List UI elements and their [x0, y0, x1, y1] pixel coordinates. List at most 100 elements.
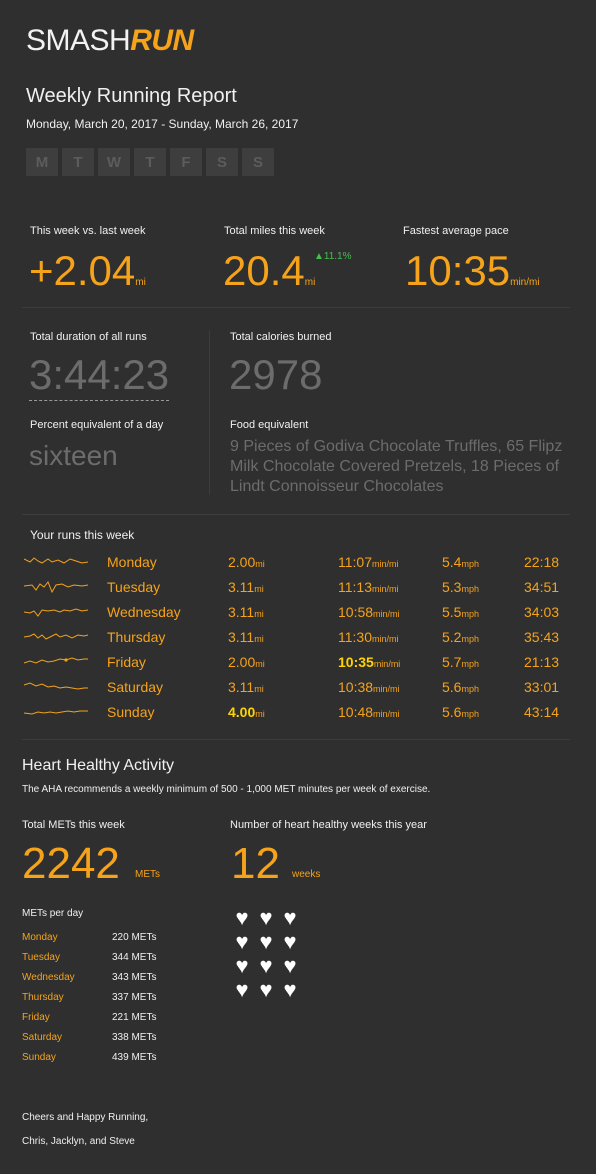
run-pace-value: 10:58 [338, 604, 374, 620]
run-time: 21:13 [524, 654, 560, 670]
mets-row: Wednesday 343 METs [22, 972, 222, 992]
smashrun-logo[interactable]: SMASHRUN [26, 24, 194, 58]
mets-day: Sunday [22, 1052, 56, 1063]
weekday-indicators: M T W T F S S [26, 148, 274, 176]
pace-sparkline [24, 657, 88, 664]
run-distance-value: 3.11 [228, 629, 255, 645]
calories-value: 2978 [229, 351, 323, 398]
fastest-pace-value: 10:35min/mi [405, 250, 540, 304]
run-distance-value: 3.11 [228, 579, 255, 595]
heart-icon: ♥ [259, 905, 273, 930]
run-speed-unit: mph [461, 659, 479, 669]
heart-icon: ♥ [259, 953, 273, 978]
vertical-divider [209, 330, 210, 495]
run-row-thursday[interactable]: Thursday 3.11mi 11:30min/mi 5.2mph 35:43 [22, 625, 570, 650]
pace-sparkline [24, 608, 88, 617]
run-distance-unit: mi [254, 684, 264, 694]
run-pace-unit: min/mi [373, 709, 400, 719]
run-speed-unit: mph [461, 684, 479, 694]
run-distance: 2.00mi [228, 554, 265, 570]
run-row-sunday[interactable]: Sunday 4.00mi 10:48min/mi 5.6mph 43:14 [22, 700, 570, 725]
report-title: Weekly Running Report [26, 85, 237, 107]
run-speed-unit: mph [461, 634, 479, 644]
run-pace-unit: min/mi [373, 659, 401, 669]
duration-label: Total duration of all runs [30, 331, 147, 343]
fastest-pace-label: Fastest average pace [403, 225, 509, 237]
total-miles-number: 20.4 [223, 247, 305, 294]
run-distance-value: 3.11 [228, 604, 255, 620]
total-miles-unit: mi [304, 277, 316, 288]
run-row-wednesday[interactable]: Wednesday 3.11mi 10:58min/mi 5.5mph 34:0… [22, 600, 570, 625]
divider [22, 739, 570, 740]
run-distance: 3.11mi [228, 629, 264, 645]
run-speed: 5.5mph [442, 604, 479, 620]
duration-value[interactable]: 3:44:23 [29, 354, 170, 401]
run-distance-value: 2.00 [228, 554, 256, 570]
mets-value: 439 METs [112, 1052, 157, 1063]
total-miles-trend: ▲11.1% [314, 251, 352, 262]
logo-part-run: RUN [130, 24, 194, 57]
day-indicator: W [98, 148, 130, 176]
run-distance-value: 2.00 [228, 654, 256, 670]
run-day: Saturday [107, 679, 164, 695]
logo-part-smash: SMASH [26, 24, 131, 57]
run-distance: 4.00mi [228, 704, 265, 720]
run-pace: 11:13min/mi [338, 579, 399, 595]
heart-icon: ♥ [235, 929, 249, 954]
day-indicator: T [134, 148, 166, 176]
heart-icon: ♥ [259, 977, 273, 1002]
run-row-monday[interactable]: Monday 2.00mi 11:07min/mi 5.4mph 22:18 [22, 550, 570, 575]
run-pace: 10:35min/mi [338, 654, 400, 670]
mets-value: 220 METs [112, 932, 157, 943]
heart-icon: ♥ [235, 953, 249, 978]
run-pace-value: 10:35 [338, 654, 374, 670]
aha-note: The AHA recommends a weekly minimum of 5… [22, 784, 431, 795]
mets-day: Tuesday [22, 952, 60, 963]
run-pace-unit: min/mi [372, 559, 399, 569]
run-day: Sunday [107, 704, 155, 720]
run-distance-unit: mi [254, 609, 264, 619]
run-pace: 10:48min/mi [338, 704, 400, 720]
run-row-saturday[interactable]: Saturday 3.11mi 10:38min/mi 5.6mph 33:01 [22, 675, 570, 700]
signoff-line-2: Chris, Jacklyn, and Steve [22, 1136, 135, 1147]
food-label: Food equivalent [230, 419, 309, 431]
run-time: 33:01 [524, 679, 560, 695]
run-distance-value: 3.11 [228, 679, 255, 695]
vs-last-week-label: This week vs. last week [30, 225, 146, 237]
heart-icon: ♥ [259, 929, 273, 954]
run-pace-value: 11:07 [338, 554, 372, 570]
heart-weeks-label: Number of heart healthy weeks this year [230, 819, 427, 831]
vs-last-week-number: +2.04 [29, 247, 136, 294]
run-speed-value: 5.5 [442, 604, 462, 620]
total-mets-label: Total METs this week [22, 819, 125, 831]
run-time: 35:43 [524, 629, 560, 645]
run-pace-unit: min/mi [372, 634, 399, 644]
mets-day: Thursday [22, 992, 64, 1003]
fastest-pace-unit: min/mi [510, 277, 540, 288]
run-pace-unit: min/mi [373, 684, 400, 694]
run-row-friday[interactable]: Friday 2.00mi 10:35min/mi 5.7mph 21:13 [22, 650, 570, 675]
heart-icon: ♥ [283, 977, 297, 1002]
divider [22, 307, 570, 308]
run-speed: 5.6mph [442, 704, 479, 720]
mets-row: Monday 220 METs [22, 932, 222, 952]
day-indicator: S [242, 148, 274, 176]
run-speed-unit: mph [461, 559, 479, 569]
run-day: Tuesday [107, 579, 161, 595]
run-time: 34:03 [524, 604, 560, 620]
run-distance: 3.11mi [228, 579, 264, 595]
run-pace-value: 11:30 [338, 629, 372, 645]
pace-sparkline [24, 581, 88, 594]
run-time: 22:18 [524, 554, 560, 570]
calories-label: Total calories burned [230, 331, 332, 343]
run-speed: 5.3mph [442, 579, 479, 595]
run-pace: 10:58min/mi [338, 604, 400, 620]
mets-row: Thursday 337 METs [22, 992, 222, 1012]
total-miles-label: Total miles this week [224, 225, 325, 237]
run-pace-unit: min/mi [373, 609, 400, 619]
run-row-tuesday[interactable]: Tuesday 3.11mi 11:13min/mi 5.3mph 34:51 [22, 575, 570, 600]
pace-sparkline [24, 557, 88, 564]
run-time: 43:14 [524, 704, 560, 720]
run-time: 34:51 [524, 579, 560, 595]
run-pace-value: 10:38 [338, 679, 374, 695]
